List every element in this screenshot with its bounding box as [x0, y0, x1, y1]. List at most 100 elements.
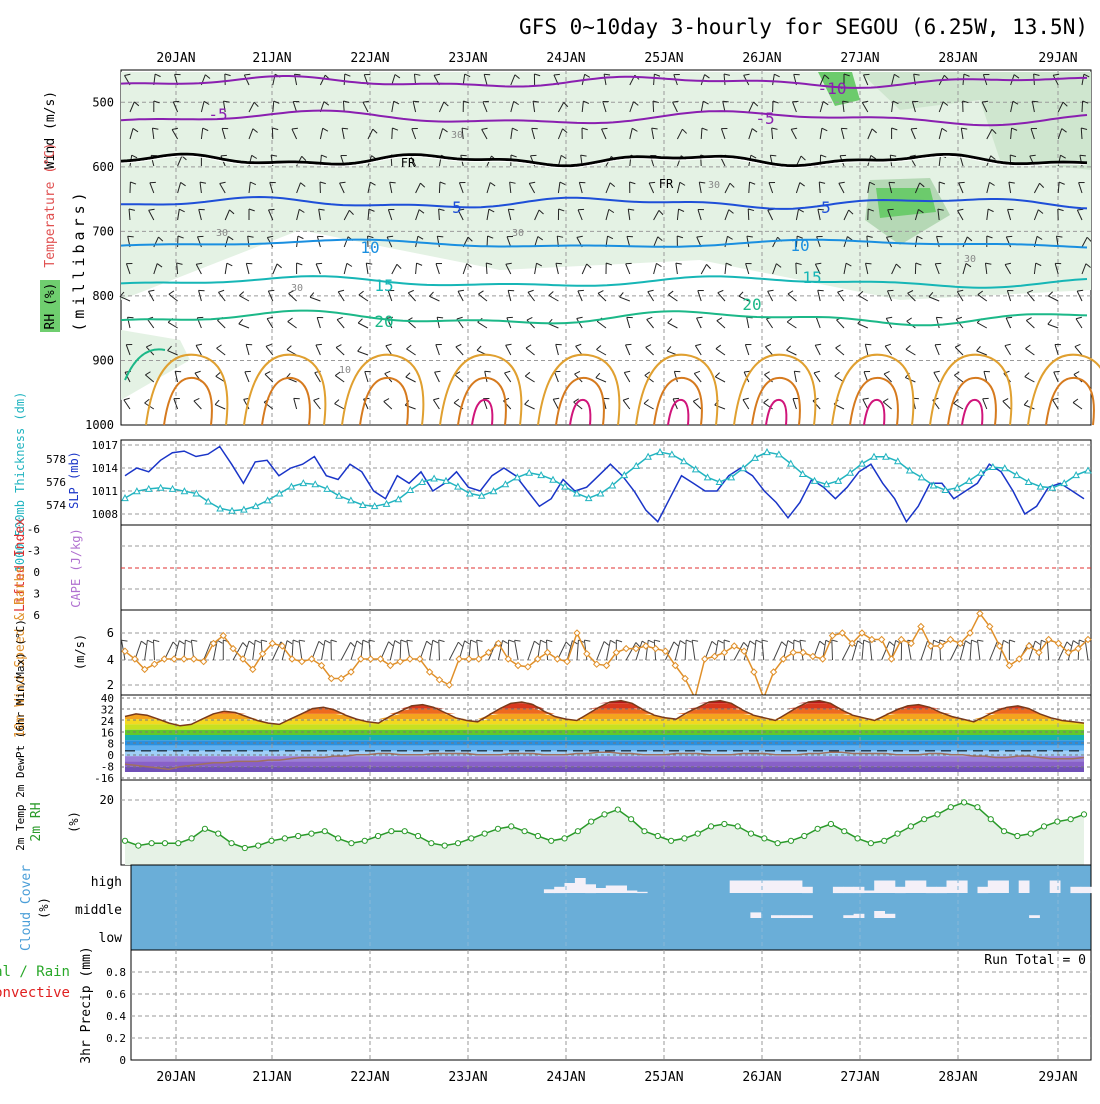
- rh-point: [1001, 829, 1006, 834]
- cloud-panel-frame: [131, 865, 1091, 950]
- upper-barb-flag: [413, 101, 419, 102]
- upper-barb-flag: [866, 263, 872, 264]
- rh-point: [922, 817, 927, 822]
- rh-point: [336, 836, 341, 841]
- rh-point: [362, 838, 367, 843]
- contour-label: FR: [659, 177, 674, 191]
- wind-panel-frame: [121, 610, 1091, 695]
- rh-point: [615, 807, 620, 812]
- slp-ylabel-slp: SLP (mb): [67, 451, 81, 509]
- cloud-high-block: [771, 881, 782, 894]
- rh-point: [1055, 819, 1060, 824]
- cloud-unit: (%): [37, 897, 51, 919]
- upper-barb-flag: [128, 236, 134, 237]
- upper-barb-flag: [818, 290, 824, 291]
- cloud-high-block: [833, 887, 844, 893]
- bottom-date-29JAN: 29JAN: [1038, 1070, 1077, 1085]
- rh-point: [655, 833, 660, 838]
- slp-panel-frame: [121, 440, 1091, 525]
- pressure-tick-500: 500: [92, 95, 114, 109]
- cloud-high-block: [1070, 887, 1081, 893]
- wind-tick: 2: [107, 678, 114, 692]
- bottom-date-24JAN: 24JAN: [546, 1070, 585, 1085]
- top-date-20JAN: 20JAN: [156, 51, 195, 66]
- pressure-tick-1000: 1000: [85, 418, 114, 432]
- rh-point: [668, 838, 673, 843]
- temp-band: [125, 767, 1084, 772]
- upper-barb-flag: [128, 317, 134, 318]
- bottom-date-20JAN: 20JAN: [156, 1070, 195, 1085]
- contour-label: 10: [339, 365, 351, 376]
- contour-label: 30: [964, 254, 976, 265]
- thickness-tick: 574: [46, 499, 66, 512]
- rh-point: [229, 841, 234, 846]
- wind-ticks: 642: [107, 626, 114, 692]
- cloud-high-block: [750, 881, 761, 894]
- rh-point: [882, 838, 887, 843]
- upper-barb-flag: [673, 398, 679, 399]
- cloud-middle-block: [885, 914, 896, 918]
- upper-axis-title: (millibars): [70, 188, 88, 331]
- contour-label: 30: [291, 283, 303, 294]
- cloud-high-block: [730, 881, 741, 894]
- surface-rh-panel: 20 2m RH (%): [29, 780, 1091, 865]
- rh-point: [562, 836, 567, 841]
- lifted-tick: 6: [33, 609, 40, 622]
- surface-barb: [400, 640, 401, 660]
- slp-tick: 1008: [92, 508, 119, 521]
- precip-tick: 0.8: [106, 966, 126, 979]
- cloud-high-block: [988, 881, 999, 894]
- surface-barb: [439, 640, 440, 660]
- bottom-date-23JAN: 23JAN: [448, 1070, 487, 1085]
- cloud-high-block: [740, 881, 751, 894]
- cloud-high-block: [575, 878, 586, 893]
- rh-point: [189, 836, 194, 841]
- rh-point: [748, 831, 753, 836]
- upper-barb: [1082, 101, 1083, 112]
- temp-band: [125, 761, 1084, 766]
- rh-point: [1015, 833, 1020, 838]
- cloud-high-block: [585, 884, 596, 893]
- cloud-high-block: [1050, 881, 1061, 894]
- contour-label: 10: [790, 236, 809, 255]
- rh-point: [828, 821, 833, 826]
- precip-ylabel: 3hr Precip (mm): [79, 946, 94, 1063]
- precip-ylabel-red: Convective: [0, 985, 70, 1001]
- top-date-21JAN: 21JAN: [252, 51, 291, 66]
- upper-barb-flag: [911, 128, 917, 129]
- upper-barb-flag: [461, 155, 467, 156]
- rh-point: [629, 817, 634, 822]
- cloud-middle-block: [874, 911, 885, 918]
- upper-barb-flag: [485, 371, 491, 372]
- wind-tick: 6: [107, 626, 114, 640]
- lifted-tick: 3: [33, 588, 40, 601]
- contour-label: 5: [452, 198, 462, 217]
- cloud-high-block: [874, 881, 885, 894]
- contour-label: 30: [216, 228, 228, 239]
- precip-tick: 0.4: [106, 1010, 126, 1023]
- top-date-28JAN: 28JAN: [938, 51, 977, 66]
- rh-point: [389, 829, 394, 834]
- rh-point: [802, 833, 807, 838]
- upper-barb-flag: [959, 182, 965, 183]
- rh-point: [509, 824, 514, 829]
- rh-point: [735, 824, 740, 829]
- temp-band: [125, 724, 1084, 729]
- upper-barb-flag: [554, 74, 560, 75]
- rh-point: [469, 836, 474, 841]
- rh-point: [788, 838, 793, 843]
- rh-tick: 20: [100, 793, 114, 807]
- slp-tick: 1014: [92, 462, 119, 475]
- contour-label: 30: [708, 180, 720, 191]
- upper-barb-flag: [221, 155, 227, 156]
- upper-barb-flag: [175, 371, 181, 372]
- bottom-date-22JAN: 22JAN: [350, 1070, 389, 1085]
- slp-tick: 1011: [92, 485, 119, 498]
- rh-point: [402, 829, 407, 834]
- cloud-high-block: [792, 881, 803, 894]
- bottom-date-27JAN: 27JAN: [840, 1070, 879, 1085]
